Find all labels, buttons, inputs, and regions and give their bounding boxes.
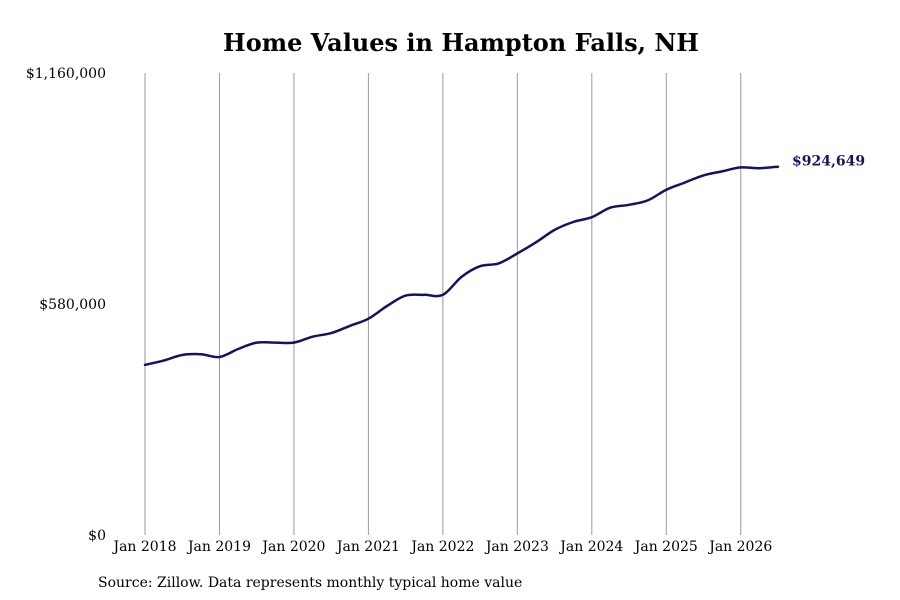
x-tick-label: Jan 2025	[633, 539, 698, 555]
x-tick-label: Jan 2021	[335, 539, 400, 555]
x-tick-label: Jan 2018	[111, 539, 176, 555]
x-tick-label: Jan 2019	[186, 539, 251, 555]
x-tick-label: Jan 2024	[558, 539, 623, 555]
end-value-label: $924,649	[792, 154, 865, 170]
x-axis-ticks: Jan 2018 Jan 2019 Jan 2020 Jan 2021 Jan 2022…	[111, 539, 772, 555]
x-gridlines	[144, 73, 742, 535]
x-tick-label: Jan 2020	[260, 539, 325, 555]
home-value-line	[143, 165, 780, 367]
y-tick-label: $580,000	[39, 297, 106, 313]
source-note: Source: Zillow. Data represents monthly …	[98, 575, 522, 591]
chart-title: Home Values in Hampton Falls, NH	[223, 28, 699, 57]
x-tick-label: Jan 2022	[409, 539, 474, 555]
x-tick-label: Jan 2023	[484, 539, 549, 555]
x-tick-label: Jan 2026	[707, 539, 772, 555]
y-tick-label: $1,160,000	[26, 66, 106, 82]
y-axis-ticks: $0 $580,000 $1,160,000	[26, 66, 106, 544]
y-tick-label: $0	[88, 528, 106, 544]
